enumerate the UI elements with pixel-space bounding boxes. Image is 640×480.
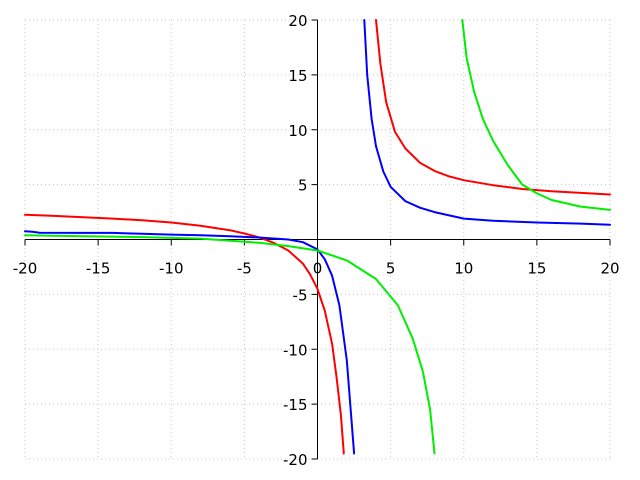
series-line-2 <box>363 19 611 226</box>
y-tick-label: -10 <box>283 341 308 359</box>
series-line-2 <box>24 230 356 455</box>
x-tick-label: -5 <box>237 260 252 278</box>
x-tick-label: 0 <box>313 260 323 278</box>
y-tick-label: 15 <box>288 67 307 85</box>
x-tick-label: 10 <box>454 260 473 278</box>
axes <box>24 19 611 460</box>
x-tick-label: 15 <box>527 260 546 278</box>
series-line-3 <box>461 19 611 211</box>
x-tick-label: 5 <box>386 260 396 278</box>
series-line-1 <box>375 19 611 196</box>
series-line-1 <box>24 213 345 455</box>
y-tick-label: 20 <box>288 12 307 30</box>
y-tick-label: 5 <box>298 177 308 195</box>
series-group <box>24 19 611 455</box>
y-tick-label: -5 <box>293 286 308 304</box>
x-tick-label: -15 <box>86 260 111 278</box>
x-tick-label: -20 <box>13 260 38 278</box>
y-tick-label: 10 <box>288 122 307 140</box>
x-tick-label: -10 <box>159 260 184 278</box>
series-line-3 <box>24 234 436 455</box>
x-tick-label: 20 <box>600 260 619 278</box>
tick-labels: -20 -15 -10 -5 0 5 10 15 20 -20 -15 -10 -5 5 10 15 20 <box>13 12 620 469</box>
y-tick-label: -15 <box>283 396 308 414</box>
y-tick-label: -20 <box>283 451 308 469</box>
